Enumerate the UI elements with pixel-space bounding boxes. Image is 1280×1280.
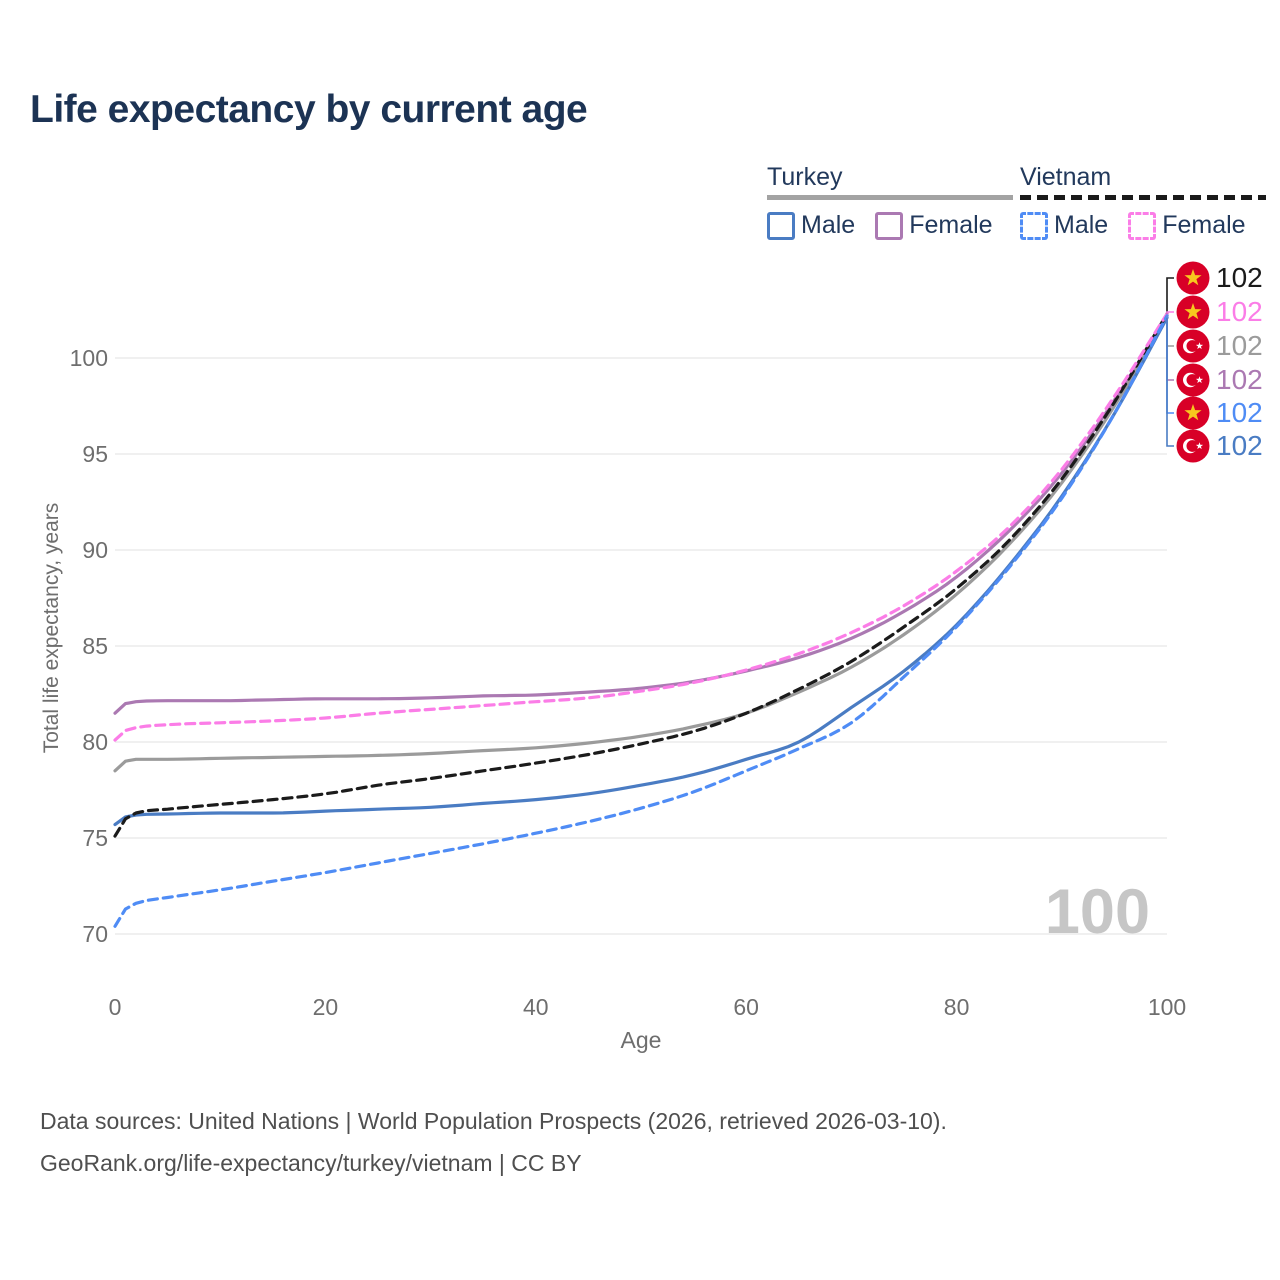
- legend-item-label: Male: [801, 211, 856, 239]
- end-label-turkey_male: 102: [1176, 429, 1263, 463]
- legend-underline-turkey-solid: [767, 195, 1013, 200]
- y-tick-70: 70: [82, 921, 108, 947]
- x-axis-title: Age: [620, 1027, 662, 1053]
- series-line-vietnam_male: [113, 314, 1169, 928]
- end-label-value: 102: [1216, 296, 1263, 327]
- x-tick-40: 40: [523, 994, 549, 1020]
- y-tick-95: 95: [82, 441, 108, 467]
- x-tick-60: 60: [733, 994, 759, 1020]
- y-tick-85: 85: [82, 633, 108, 659]
- leader-line-turkey_total: [1166, 315, 1174, 347]
- series-line-turkey_total: [113, 314, 1169, 773]
- data-sources-text: Data sources: United Nations | World Pop…: [40, 1108, 947, 1134]
- leader-line-turkey_male: [1166, 317, 1174, 447]
- leader-line-turkey_female: [1166, 315, 1174, 381]
- turkey-female-swatch[interactable]: [875, 211, 904, 240]
- end-label-value: 102: [1216, 330, 1263, 361]
- end-label-value: 102: [1216, 364, 1263, 395]
- legend-item-turkey-male[interactable]: Male: [767, 211, 855, 240]
- end-label-turkey_total: 102: [1176, 329, 1263, 363]
- x-tick-0: 0: [108, 994, 122, 1020]
- y-tick-100: 100: [69, 345, 108, 371]
- end-label-vietnam_male: 102: [1176, 396, 1263, 430]
- legend-item-vietnam-male[interactable]: Male: [1020, 211, 1108, 240]
- page-title: Life expectancy by current age: [30, 88, 588, 131]
- turkey-flag-icon: [1176, 429, 1210, 463]
- legend-item-vietnam-female[interactable]: Female: [1128, 211, 1246, 240]
- legend-header-vietnam[interactable]: Vietnam: [1020, 163, 1112, 191]
- end-label-vietnam_female: 102: [1176, 295, 1263, 329]
- leader-line-vietnam_male: [1166, 315, 1174, 414]
- end-label-turkey_female: 102: [1176, 363, 1263, 397]
- x-tick-20: 20: [312, 994, 339, 1020]
- end-label-value: 102: [1216, 430, 1263, 461]
- vietnam-male-swatch[interactable]: [1020, 211, 1048, 240]
- age-watermark: 100: [1044, 877, 1150, 947]
- leader-line-vietnam_total: [1166, 277, 1174, 314]
- series-line-turkey_female: [113, 314, 1169, 715]
- turkey-flag-icon: [1176, 329, 1210, 363]
- legend-group-vietnam: Vietnam Male Female: [1020, 163, 1266, 240]
- end-label-value: 102: [1216, 262, 1263, 293]
- vietnam-flag-icon: [1176, 295, 1210, 329]
- series-line-vietnam_total: [113, 312, 1169, 838]
- legend-item-label: Female: [909, 211, 993, 239]
- legend-item-turkey-female[interactable]: Female: [875, 211, 993, 240]
- x-tick-80: 80: [943, 994, 970, 1020]
- legend-group-turkey: Turkey Male Female: [767, 163, 1013, 240]
- vietnam-female-swatch[interactable]: [1128, 211, 1157, 240]
- turkey-flag-icon: [1176, 363, 1210, 397]
- end-label-vietnam_total: 102: [1176, 261, 1263, 295]
- y-tick-80: 80: [82, 729, 108, 755]
- y-tick-75: 75: [82, 825, 108, 851]
- attribution-link-text: GeoRank.org/life-expectancy/turkey/vietn…: [40, 1150, 582, 1176]
- legend-underline-vietnam-dashed: [1020, 195, 1266, 200]
- legend-item-label: Male: [1054, 211, 1109, 239]
- series-line-turkey_male: [113, 316, 1169, 827]
- series-line-vietnam_female: [113, 312, 1169, 742]
- x-tick-100: 100: [1147, 994, 1187, 1020]
- turkey-male-swatch[interactable]: [767, 211, 795, 240]
- legend-item-label: Female: [1162, 211, 1246, 239]
- leader-line-vietnam_female: [1166, 311, 1174, 314]
- vietnam-flag-icon: [1176, 261, 1210, 295]
- vietnam-flag-icon: [1176, 396, 1210, 430]
- legend-header-turkey[interactable]: Turkey: [767, 163, 843, 191]
- y-tick-90: 90: [82, 537, 108, 563]
- end-label-value: 102: [1216, 397, 1263, 428]
